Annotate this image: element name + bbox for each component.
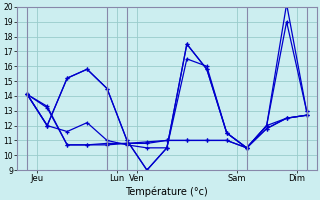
X-axis label: Température (°c): Température (°c) (125, 186, 208, 197)
